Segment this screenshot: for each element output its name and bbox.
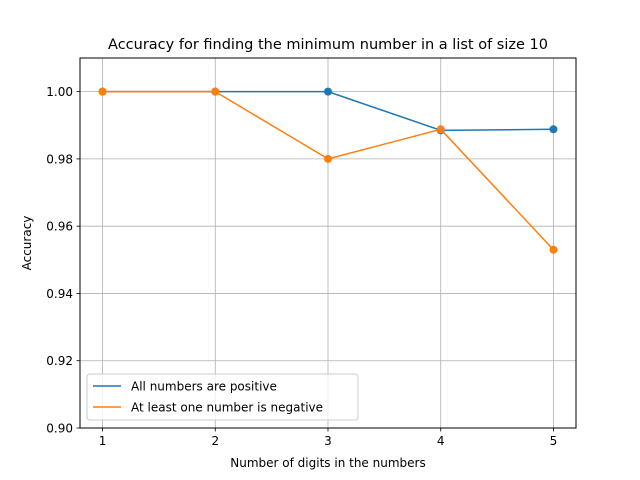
x-tick-label: 4 bbox=[437, 434, 445, 448]
legend: All numbers are positive At least one num… bbox=[86, 373, 359, 421]
legend-box bbox=[86, 373, 359, 421]
y-tick-label: 0.92 bbox=[46, 354, 73, 368]
y-tick-label: 0.90 bbox=[46, 422, 73, 436]
legend-label: At least one number is negative bbox=[131, 401, 323, 415]
series-2-point bbox=[98, 87, 107, 96]
x-axis-label: Number of digits in the numbers bbox=[230, 456, 425, 470]
series-2-point bbox=[211, 87, 220, 96]
legend-label: All numbers are positive bbox=[131, 380, 277, 394]
y-tick-label: 0.98 bbox=[46, 152, 73, 166]
x-tick-label: 5 bbox=[550, 434, 558, 448]
series-layer bbox=[98, 87, 558, 254]
series-2-point bbox=[549, 245, 558, 254]
x-tick-label: 1 bbox=[99, 434, 107, 448]
y-tick-label: 0.94 bbox=[46, 287, 73, 301]
x-tick-label: 3 bbox=[324, 434, 332, 448]
series-2-point bbox=[436, 125, 445, 134]
series-1-point bbox=[324, 87, 332, 96]
x-tick-label: 2 bbox=[211, 434, 219, 448]
series-2-point bbox=[324, 154, 332, 163]
series-1-point bbox=[549, 125, 558, 134]
ticks: 1 2 3 4 5 0.90 0.92 0.94 0.96 0.98 1.00 bbox=[46, 85, 557, 448]
y-tick-label: 0.96 bbox=[46, 220, 73, 234]
y-tick-label: 1.00 bbox=[46, 85, 73, 99]
y-axis-label: Accuracy bbox=[20, 216, 34, 271]
chart-title: Accuracy for finding the minimum number … bbox=[108, 37, 548, 53]
